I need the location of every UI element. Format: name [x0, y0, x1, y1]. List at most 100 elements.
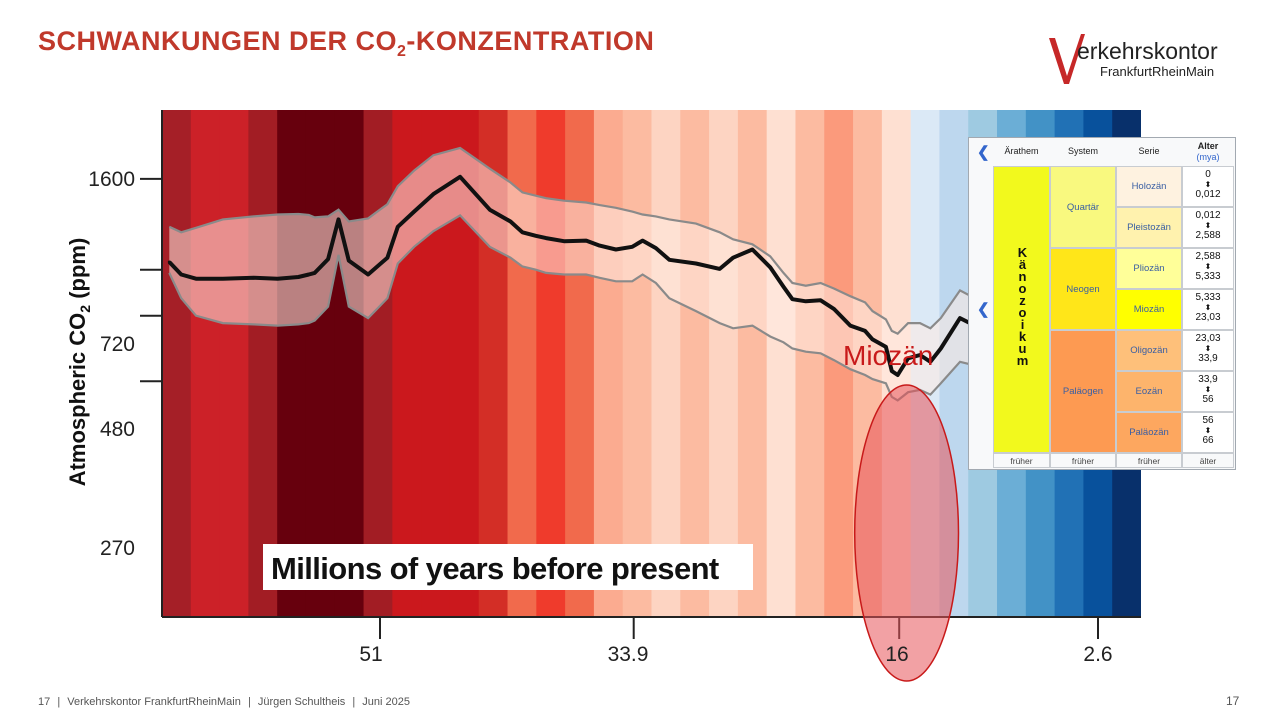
- title-end: -KONZENTRATION: [406, 26, 655, 56]
- data-point: [641, 239, 645, 243]
- age-cell: 56 ⬍ 66: [1182, 412, 1234, 453]
- data-point: [584, 239, 588, 243]
- age-cell: 0 ⬍ 0,012: [1182, 166, 1234, 207]
- data-point: [718, 267, 722, 271]
- system-cell[interactable]: Neogen: [1050, 248, 1116, 330]
- data-point: [871, 337, 874, 341]
- age-cell: 23,03 ⬍ 33,9: [1182, 330, 1234, 371]
- column-header-arathem: Ärathem: [1004, 146, 1039, 156]
- stripe: [190, 110, 221, 617]
- stripe: [219, 110, 250, 617]
- era-letter: K: [1017, 245, 1028, 260]
- data-point: [848, 324, 852, 328]
- x-tick-label: 16: [885, 643, 909, 666]
- ylabel-sub: 2: [77, 304, 93, 313]
- data-point: [890, 369, 894, 373]
- stripe: [334, 110, 365, 617]
- data-point: [782, 285, 785, 289]
- series-cell[interactable]: Oligozän: [1116, 330, 1182, 371]
- title-main: SCHWANKUNGEN DER CO: [38, 26, 398, 56]
- title-subscript: 2: [397, 43, 407, 60]
- era-letter: z: [1019, 293, 1026, 308]
- data-point: [918, 353, 922, 357]
- footer-earlier[interactable]: früher: [1116, 453, 1182, 468]
- data-point: [509, 220, 512, 223]
- data-point: [412, 210, 416, 214]
- stripe: [536, 110, 566, 617]
- stripe: [622, 110, 653, 617]
- column-header-alter-unit: (mya): [1196, 152, 1220, 162]
- data-point: [768, 265, 772, 269]
- series-cell[interactable]: Holozän: [1116, 166, 1182, 207]
- data-point: [167, 260, 171, 264]
- data-point: [385, 256, 389, 260]
- data-point: [694, 262, 698, 265]
- footer-separator: |: [247, 696, 251, 708]
- data-point: [488, 208, 492, 212]
- logo-subtitle: FrankfurtRheinMain: [1100, 64, 1215, 79]
- data-point: [252, 276, 256, 280]
- series-cell[interactable]: Paläozän: [1116, 412, 1182, 453]
- data-point: [520, 230, 524, 234]
- age-end: 23,03: [1195, 312, 1221, 323]
- data-point: [326, 257, 330, 261]
- y-tick-label: 720: [99, 333, 135, 356]
- series-cell[interactable]: Pleistozän: [1116, 207, 1182, 248]
- age-start: 5,333: [1195, 292, 1221, 303]
- stripe: [593, 110, 624, 617]
- system-cell[interactable]: Quartär: [1050, 166, 1116, 248]
- data-point: [819, 298, 823, 302]
- era-letter: u: [1018, 341, 1027, 356]
- data-point: [544, 236, 548, 240]
- x-tick-label: 2.6: [1083, 643, 1113, 666]
- age-cell: 2,588 ⬍ 5,333: [1182, 248, 1234, 289]
- series-cell[interactable]: Miozän: [1116, 289, 1182, 330]
- footer-earlier[interactable]: früher: [1050, 453, 1116, 468]
- age-range-icon: ⬍: [1204, 262, 1212, 271]
- miozaen-highlight: [853, 384, 960, 682]
- stripe: [248, 110, 278, 617]
- ylabel-unit: (ppm): [65, 237, 90, 299]
- data-point: [534, 234, 538, 238]
- stripe: [651, 110, 682, 617]
- stripe: [680, 110, 710, 617]
- stripe: [305, 110, 336, 617]
- series-cell[interactable]: Pliozän: [1116, 248, 1182, 289]
- slide-title: SCHWANKUNGEN DER CO2-KONZENTRATION: [38, 26, 655, 60]
- data-point: [276, 277, 280, 281]
- footer-date: Juni 2025: [362, 696, 411, 708]
- stripe: [277, 110, 307, 617]
- data-point: [654, 246, 658, 250]
- column-header-alter: Alter: [1197, 141, 1219, 151]
- data-point: [179, 273, 183, 276]
- age-end: 5,333: [1195, 271, 1221, 282]
- footer-page: 17: [38, 696, 51, 708]
- data-point: [832, 307, 836, 311]
- series-cell[interactable]: Eozän: [1116, 371, 1182, 412]
- stripe: [565, 110, 595, 617]
- era-letter: k: [1018, 329, 1027, 344]
- nav-prev-icon[interactable]: ❮: [977, 301, 990, 318]
- data-point: [562, 239, 566, 243]
- x-tick-label: 33.9: [607, 643, 649, 666]
- system-cell[interactable]: Paläogen: [1050, 330, 1116, 453]
- stripe: [162, 110, 192, 617]
- data-point: [896, 373, 900, 377]
- data-point: [804, 299, 808, 303]
- data-point: [366, 273, 370, 276]
- y-tick-label: 270: [99, 537, 135, 560]
- logo-v-icon: [1049, 34, 1085, 84]
- footer-earlier[interactable]: früher: [993, 453, 1050, 468]
- era-letter: o: [1018, 281, 1027, 296]
- data-point: [347, 259, 351, 263]
- age-start: 23,03: [1195, 333, 1221, 344]
- age-end: 0,012: [1195, 189, 1221, 200]
- footer-older[interactable]: älter: [1182, 453, 1234, 468]
- data-point: [750, 248, 754, 251]
- data-point: [194, 277, 198, 281]
- era-letter: ä: [1018, 257, 1027, 272]
- nav-prev-icon[interactable]: ❮: [977, 144, 990, 161]
- stripe: [766, 110, 797, 617]
- age-end: 33,9: [1198, 353, 1218, 364]
